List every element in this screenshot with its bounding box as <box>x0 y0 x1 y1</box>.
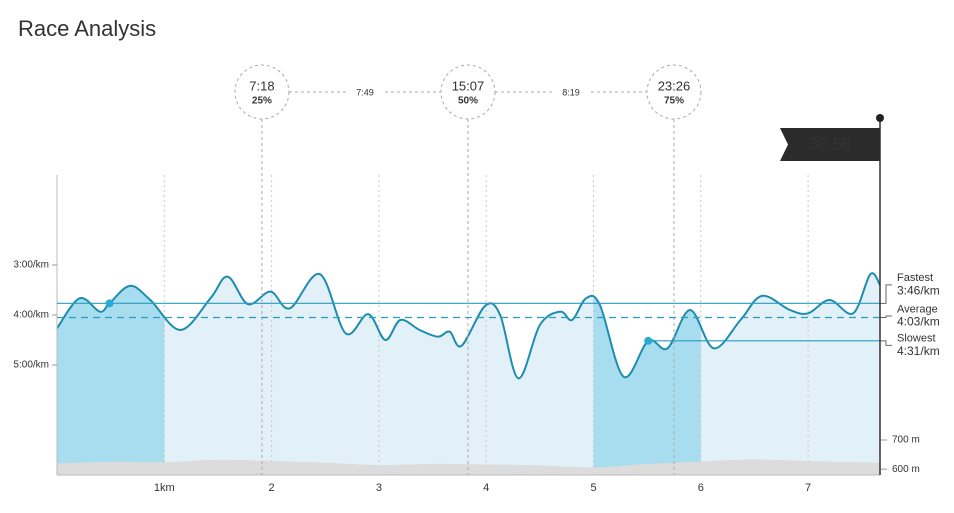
y-tick-label: 3:00/km <box>13 260 49 271</box>
x-tick-label: 2 <box>269 482 275 494</box>
x-tick-label: 1km <box>154 482 175 494</box>
finish-flag <box>780 128 880 161</box>
elevation-tick-label: 600 m <box>892 464 920 475</box>
chart-title: Race Analysis <box>18 16 156 41</box>
x-tick-label: 5 <box>590 482 596 494</box>
split-time: 7:49 <box>356 87 374 97</box>
y-tick-label: 5:00/km <box>13 360 49 371</box>
marker-value: 3:46/km <box>897 284 940 298</box>
pace-line <box>56 272 881 380</box>
checkpoint-percent: 50% <box>458 96 478 107</box>
checkpoint-time: 7:18 <box>249 78 274 93</box>
marker-label: Fastest <box>897 272 933 284</box>
marker-dot <box>105 299 114 308</box>
checkpoint-time: 23:26 <box>658 78 691 93</box>
x-tick-label: 6 <box>698 482 704 494</box>
marker-bracket <box>880 340 892 346</box>
checkpoint-percent: 75% <box>664 96 684 107</box>
x-tick-label: 4 <box>483 482 489 494</box>
marker-label: Average <box>897 303 938 315</box>
elevation-tick-label: 700 m <box>892 435 920 446</box>
split-time: 8:19 <box>562 87 580 97</box>
finish-dot <box>876 114 884 122</box>
marker-value: 4:31/km <box>897 344 940 358</box>
x-tick-label: 3 <box>376 482 382 494</box>
marker-value: 4:03/km <box>897 315 940 329</box>
split-bg <box>552 85 589 99</box>
checkpoint-time: 15:07 <box>452 78 485 93</box>
marker-bracket <box>880 284 892 304</box>
checkpoint-percent: 25% <box>252 96 272 107</box>
marker-label: Slowest <box>897 333 936 345</box>
marker-dot <box>644 336 653 345</box>
split-bg <box>346 85 383 99</box>
marker-bracket <box>880 315 892 318</box>
finish-time: 30:58 <box>809 134 852 153</box>
x-tick-label: 7 <box>805 482 811 494</box>
y-tick-label: 4:00/km <box>13 310 49 321</box>
